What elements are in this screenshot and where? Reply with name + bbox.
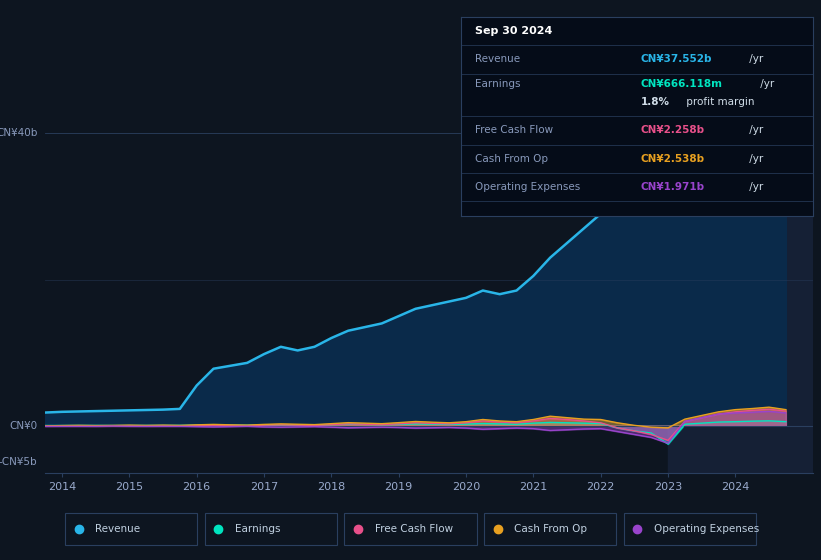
Text: CN¥666.118m: CN¥666.118m — [640, 78, 722, 88]
Text: Operating Expenses: Operating Expenses — [654, 524, 759, 534]
Text: Revenue: Revenue — [95, 524, 140, 534]
Text: /yr: /yr — [746, 54, 764, 64]
Text: Earnings: Earnings — [475, 78, 521, 88]
Text: Revenue: Revenue — [475, 54, 521, 64]
Text: CN¥2.538b: CN¥2.538b — [640, 154, 704, 164]
Text: Free Cash Flow: Free Cash Flow — [475, 125, 553, 136]
Text: /yr: /yr — [746, 125, 764, 136]
Text: /yr: /yr — [746, 154, 764, 164]
Text: Cash From Op: Cash From Op — [514, 524, 587, 534]
Text: Earnings: Earnings — [235, 524, 281, 534]
Text: Operating Expenses: Operating Expenses — [475, 182, 580, 192]
Text: CN¥2.258b: CN¥2.258b — [640, 125, 704, 136]
Text: 1.8%: 1.8% — [640, 97, 670, 107]
Text: profit margin: profit margin — [683, 97, 754, 107]
Text: Cash From Op: Cash From Op — [475, 154, 548, 164]
FancyBboxPatch shape — [345, 513, 476, 545]
Text: /yr: /yr — [757, 78, 774, 88]
Text: CN¥0: CN¥0 — [9, 421, 38, 431]
Text: /yr: /yr — [746, 182, 764, 192]
Text: CN¥37.552b: CN¥37.552b — [640, 54, 712, 64]
Bar — [668, 90, 813, 473]
FancyBboxPatch shape — [204, 513, 337, 545]
Text: CN¥40b: CN¥40b — [0, 128, 38, 138]
FancyBboxPatch shape — [65, 513, 197, 545]
Text: Sep 30 2024: Sep 30 2024 — [475, 26, 553, 36]
Text: CN¥1.971b: CN¥1.971b — [640, 182, 704, 192]
FancyBboxPatch shape — [484, 513, 617, 545]
Text: Free Cash Flow: Free Cash Flow — [374, 524, 452, 534]
FancyBboxPatch shape — [624, 513, 756, 545]
Text: -CN¥5b: -CN¥5b — [0, 457, 38, 467]
